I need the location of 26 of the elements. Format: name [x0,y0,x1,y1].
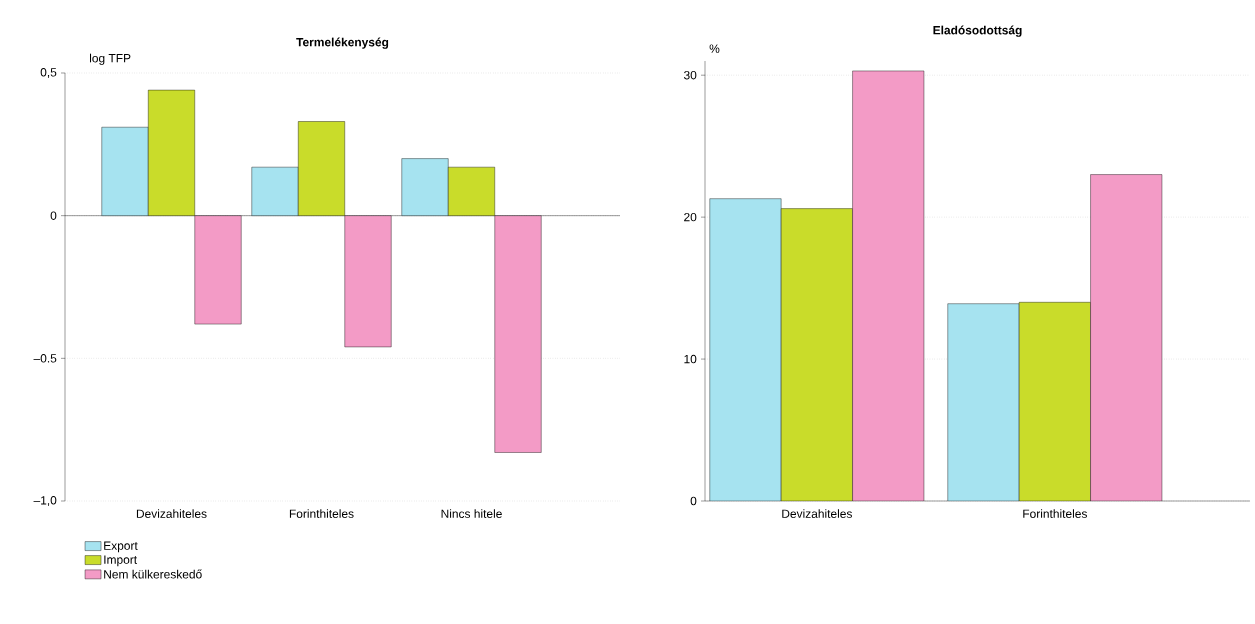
y-tick-label: –0.5 [33,354,57,363]
y-tick-label: –1,0 [33,496,57,506]
bar [709,198,782,501]
y-tick-label: 30 [683,70,697,80]
legend-label: Nem külkereskedő [104,569,202,579]
y-axis-title: % [709,44,720,53]
legend-label: Import [104,555,138,567]
x-tick-label: Devizahiteles [782,509,852,518]
y-axis-title: log TFP [90,53,131,65]
y-tick-label: 0 [690,496,697,506]
y-tick-label: 10 [684,354,697,364]
y-tick-label: 20 [684,212,697,222]
bar [1018,302,1091,501]
chart-title: Termelékenység [296,37,389,49]
bar [852,70,924,501]
bar [1090,174,1163,501]
x-tick-label: Forinthiteles [289,509,354,518]
y-tick-label: 0 [50,211,57,220]
bar [947,303,1020,501]
chart-title: Eladósodottság [933,25,1022,37]
bar [781,208,853,501]
y-tick-label: 0,5 [40,68,57,78]
x-tick-label: Forinthiteles [1023,509,1087,518]
x-tick-label: Devizahiteles [136,509,207,518]
legend-label: Export [104,541,138,553]
x-tick-label: Nincs hitele [441,509,502,518]
